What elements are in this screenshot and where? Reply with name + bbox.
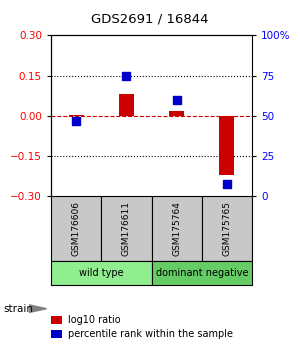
Point: [124, 73, 129, 79]
Text: dominant negative: dominant negative: [155, 268, 248, 278]
Text: wild type: wild type: [79, 268, 124, 278]
Text: GSM175764: GSM175764: [172, 201, 181, 256]
Bar: [119, 95, 134, 116]
Bar: [152, 261, 252, 285]
Text: GSM176606: GSM176606: [72, 201, 81, 256]
Text: log10 ratio: log10 ratio: [68, 315, 121, 325]
Bar: [152, 196, 202, 261]
Bar: [51, 196, 101, 261]
Point: [174, 97, 179, 103]
Bar: [101, 196, 152, 261]
Bar: [51, 261, 152, 285]
Point: [224, 181, 229, 186]
Point: [74, 118, 79, 124]
Text: strain: strain: [3, 304, 33, 314]
Bar: [69, 115, 84, 116]
Bar: [219, 116, 234, 175]
Bar: [169, 110, 184, 116]
Polygon shape: [28, 305, 46, 313]
Text: GDS2691 / 16844: GDS2691 / 16844: [91, 12, 209, 25]
Text: GSM175765: GSM175765: [222, 201, 231, 256]
Text: percentile rank within the sample: percentile rank within the sample: [68, 329, 233, 339]
Bar: [202, 196, 252, 261]
Text: GSM176611: GSM176611: [122, 201, 131, 256]
